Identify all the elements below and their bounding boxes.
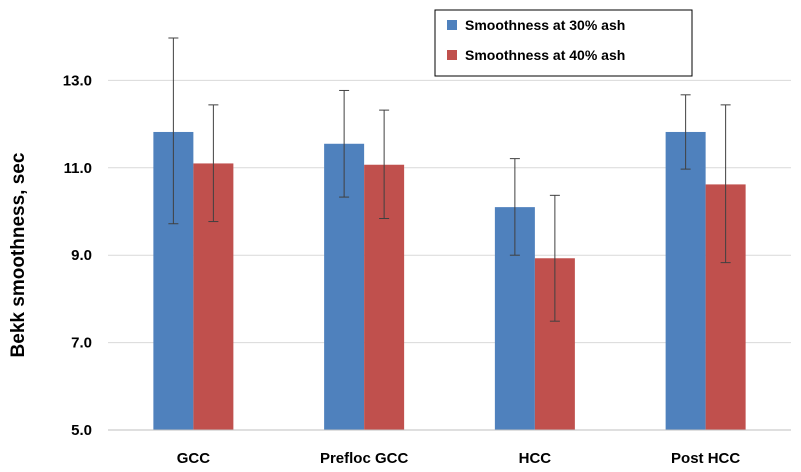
legend-box [434,9,693,77]
x-tick-label: HCC [519,450,552,467]
bar [665,131,706,430]
y-tick-label: 9.0 [71,247,92,264]
y-axis-ticks: 5.0 7.0 9.0 11.0 13.0 [63,72,92,439]
x-tick-label: Prefloc GCC [320,450,409,467]
y-tick-label: 13.0 [63,72,92,89]
y-tick-label: 5.0 [71,422,92,439]
x-tick-label: Post HCC [671,450,740,467]
x-axis-ticks: GCC Prefloc GCC HCC Post HCC [177,450,741,467]
y-tick-label: 7.0 [71,335,92,352]
legend-label: Smoothness at 30% ash [465,17,625,33]
y-tick-label: 11.0 [64,160,92,177]
legend-swatch [447,20,457,30]
x-tick-label: GCC [177,450,211,467]
error-bars [168,37,731,322]
legend: Smoothness at 30% ash Smoothness at 40% a… [434,9,693,77]
bars [153,131,746,430]
legend-label: Smoothness at 40% ash [465,47,625,63]
legend-swatch [447,50,457,60]
y-axis-label: Bekk smoothness, sec [8,152,29,357]
